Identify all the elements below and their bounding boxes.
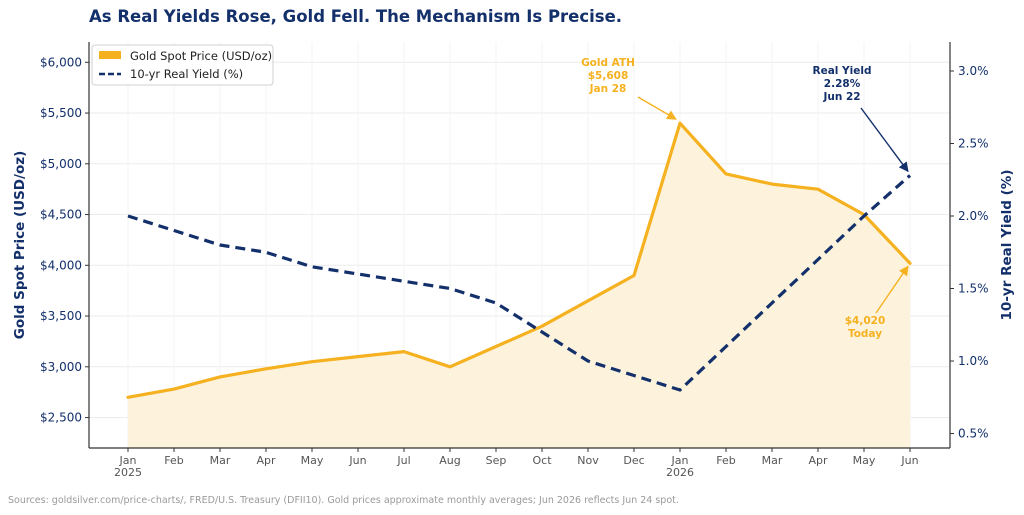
legend-box [91, 44, 274, 86]
right-tick-label: 1.5% [958, 282, 989, 296]
annotation-real-yield-text: 2.28% [824, 78, 861, 90]
legend: Gold Spot Price (USD/oz) 10-yr Real Yiel… [91, 44, 274, 86]
legend-swatch-gold [99, 51, 121, 59]
x-tick-label: Feb [164, 454, 183, 467]
x-tick-label: Mar [210, 454, 231, 467]
left-tick-label: $4,000 [40, 258, 82, 272]
x-year-label: 2026 [666, 466, 694, 479]
x-tick-label: Apr [256, 454, 276, 467]
chart-title: As Real Yields Rose, Gold Fell. The Mech… [89, 7, 622, 26]
x-tick-label: Sep [486, 454, 507, 467]
left-tick-label: $5,000 [40, 157, 82, 171]
source-note: Sources: goldsilver.com/price-charts/, F… [8, 495, 679, 506]
annotation-real-yield-text: Real Yield [813, 65, 872, 77]
real-yield-line [127, 174, 912, 392]
gold-area [128, 123, 910, 448]
legend-label-gold: Gold Spot Price (USD/oz) [130, 49, 272, 63]
x-tick-label: Dec [623, 454, 644, 467]
x-tick-label: Jun [348, 454, 366, 467]
right-tick-label: 2.5% [958, 137, 989, 151]
tick-labels: $2,500 $3,000 $3,500 $4,000 $4,500 $5,000 $5,5… [40, 55, 989, 479]
right-tick-label: 0.5% [958, 427, 989, 441]
x-tick-label: Jun [900, 454, 918, 467]
x-tick-label: May [853, 454, 876, 467]
x-year-label: 2025 [114, 466, 142, 479]
x-tick-label: Jan [671, 454, 689, 467]
axes [85, 42, 954, 452]
right-tick-label: 2.0% [958, 209, 989, 223]
annotation-gold-ath-text: $5,608 [588, 70, 629, 82]
left-tick-label: $3,000 [40, 360, 82, 374]
left-tick-label: $6,000 [40, 55, 82, 69]
legend-label-yield: 10-yr Real Yield (%) [130, 67, 243, 81]
left-tick-label: $5,500 [40, 106, 82, 120]
annotation-gold-ath-text: Jan 28 [589, 83, 627, 95]
gold-area-fill [128, 123, 910, 448]
left-axis-title: Gold Spot Price (USD/oz) [12, 151, 28, 340]
x-tick-label: Jul [396, 454, 410, 467]
annotation-gold-ath-text: Gold ATH [581, 57, 635, 69]
left-tick-label: $3,500 [40, 309, 82, 323]
right-tick-label: 3.0% [958, 64, 989, 78]
x-tick-label: Mar [762, 454, 783, 467]
x-tick-label: Aug [439, 454, 460, 467]
x-tick-label: Jan [119, 454, 137, 467]
left-tick-label: $2,500 [40, 411, 82, 425]
annotation-real-yield-text: Jun 22 [822, 91, 860, 103]
x-tick-label: Nov [577, 454, 599, 467]
x-tick-label: May [301, 454, 324, 467]
annotation-real-yield-arrow [860, 107, 909, 173]
x-tick-label: Oct [532, 454, 552, 467]
right-tick-label: 1.0% [958, 354, 989, 368]
annotation-gold-today-arrow [875, 265, 909, 314]
x-tick-label: Feb [716, 454, 735, 467]
annotation-gold-today-text: $4,020 [845, 315, 886, 327]
left-tick-label: $4,500 [40, 208, 82, 222]
series-lines [126, 121, 912, 399]
annotation-gold-today-text: Today [848, 328, 882, 340]
annotation-gold-ath-arrow [637, 96, 677, 120]
x-tick-label: Apr [808, 454, 828, 467]
right-axis-title: 10-yr Real Yield (%) [999, 170, 1015, 321]
gold-price-line [126, 121, 912, 399]
